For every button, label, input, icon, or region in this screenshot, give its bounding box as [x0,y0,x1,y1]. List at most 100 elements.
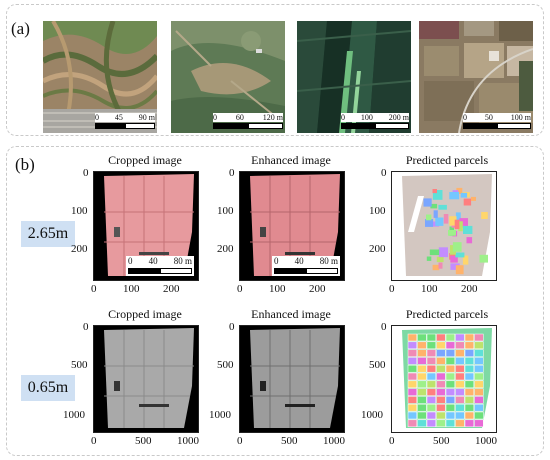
parcel [463,198,472,206]
parcel [464,349,475,357]
thumbnail-rural-plots: 0 50 100 m [419,21,533,133]
parcel [433,210,438,218]
parcel [417,372,427,381]
ytick: 200 [71,243,88,255]
parcel [438,247,448,258]
parcel [474,388,484,396]
parcel [435,217,444,226]
parcel [450,263,460,270]
xtick: 500 [433,435,450,447]
parcel [462,255,469,265]
parcel [417,411,427,420]
parcel [455,396,465,404]
predicted-parcels-row1 [391,171,497,281]
ytick: 100 [369,205,386,217]
parcel [436,419,446,428]
parcel [423,198,432,207]
scale-label: 80 m [319,256,338,266]
parcel [436,357,446,365]
ytick: 1000 [361,409,383,421]
parcel [455,333,465,342]
ytick: 0 [381,167,387,179]
ytick: 200 [369,243,386,255]
parcel [464,396,475,404]
parcel [417,388,427,396]
xtick: 100 [123,283,140,295]
scale-label: 200 m [388,113,409,122]
parcel [445,372,456,381]
parcel [450,255,458,263]
parcel [474,403,484,412]
parcel [436,256,444,263]
parcel [426,380,437,389]
parcel [426,372,437,381]
parcel [455,388,465,396]
xtick: 1000 [475,435,497,447]
cropped-image-row2 [93,325,199,433]
scalebar-row1-enhanced: 0 40 80 m [272,256,340,276]
parcel [464,403,475,412]
parcel [445,388,456,396]
predicted-parcels-row2 [391,325,497,433]
parcel [445,341,456,350]
parcel [407,396,418,404]
parcel [426,214,432,221]
parcel [426,364,437,373]
parcel [426,403,437,412]
scale-label: 0 [128,256,133,266]
xtick: 200 [461,283,478,295]
parcel [464,419,475,428]
parcel [464,388,475,396]
parcel [455,411,465,420]
scale-label: 120 m [262,113,283,122]
parcel [459,218,468,226]
parcel [474,411,484,420]
subplot-title: Enhanced image [251,307,331,321]
scale-label: 0 [95,113,99,122]
parcel [456,187,463,194]
parcel [407,380,418,389]
subplot-title: Enhanced image [251,153,331,167]
parcel [429,221,440,227]
thumbnail-dark-fields: 0 100 200 m [297,21,411,133]
parcel [417,396,427,404]
parcel [474,364,484,373]
parcel [432,189,437,194]
parcel [464,357,475,365]
xtick: 0 [91,435,97,447]
parcel [438,204,447,210]
parcel [426,388,437,396]
parcel [445,349,456,357]
parcel [417,403,427,412]
scale-label: 80 m [173,256,192,266]
ytick: 0 [229,321,235,333]
parcel [426,341,437,350]
thumbnail-terraced-hills: 0 45 90 m [43,21,157,133]
ytick: 100 [217,205,234,217]
resolution-badge-row2: 0.65m [21,375,75,401]
parcel [438,262,443,269]
parcel [407,341,418,350]
scale-label: 0 [463,113,467,122]
parcel [455,341,465,350]
parcel [432,190,443,200]
parcel [436,388,446,396]
xtick: 0 [91,283,97,295]
parcel [464,411,475,420]
parcel [417,364,427,373]
ytick: 0 [83,321,89,333]
ytick: 500 [217,359,234,371]
parcel [479,254,488,263]
parcel [464,341,475,350]
parcel [445,333,456,342]
parcel [436,380,446,389]
parcel [455,419,465,428]
parcel [474,396,484,404]
parcel [417,333,427,342]
parcel [436,349,446,357]
parcel [458,221,463,232]
thumbnail-green-hills: 0 60 120 m [171,21,285,133]
ytick: 100 [71,205,88,217]
parcel [445,357,456,365]
parcel [407,333,418,342]
